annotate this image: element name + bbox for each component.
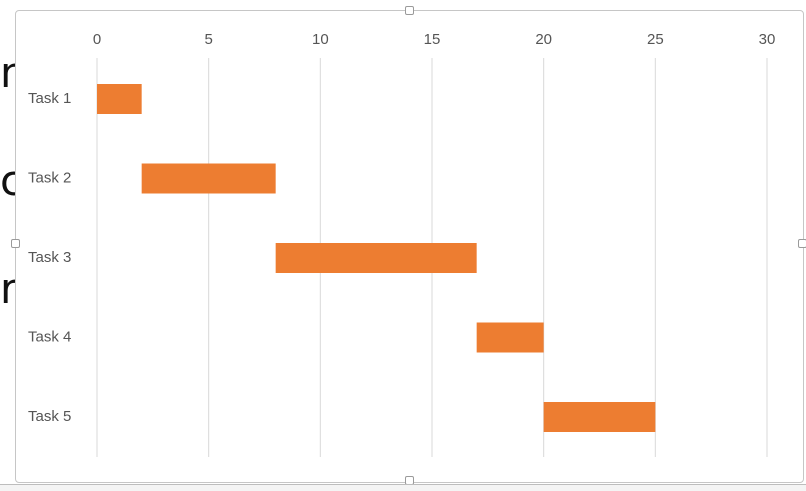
background-letter: r <box>0 264 18 313</box>
category-label: Task 3 <box>28 249 71 266</box>
task-bar <box>476 322 544 353</box>
resize-handle-left[interactable] <box>11 239 20 248</box>
x-tick-label: 0 <box>93 31 101 48</box>
x-tick-label: 15 <box>424 31 441 48</box>
resize-handle-top[interactable] <box>405 6 414 15</box>
category-label: Task 2 <box>28 169 71 186</box>
task-bar <box>141 163 276 194</box>
x-tick-label: 5 <box>204 31 212 48</box>
category-label: Task 4 <box>28 328 71 345</box>
category-label: Task 1 <box>28 90 71 107</box>
ruler-strip <box>0 484 806 491</box>
x-tick-label: 20 <box>535 31 552 48</box>
task-bar <box>97 84 142 114</box>
task-bar <box>275 243 477 273</box>
resize-handle-right[interactable] <box>798 239 806 248</box>
category-label: Task 5 <box>28 408 71 425</box>
task-bar <box>543 402 656 432</box>
x-tick-label: 10 <box>312 31 329 48</box>
x-tick-label: 30 <box>759 31 776 48</box>
x-tick-label: 25 <box>647 31 664 48</box>
